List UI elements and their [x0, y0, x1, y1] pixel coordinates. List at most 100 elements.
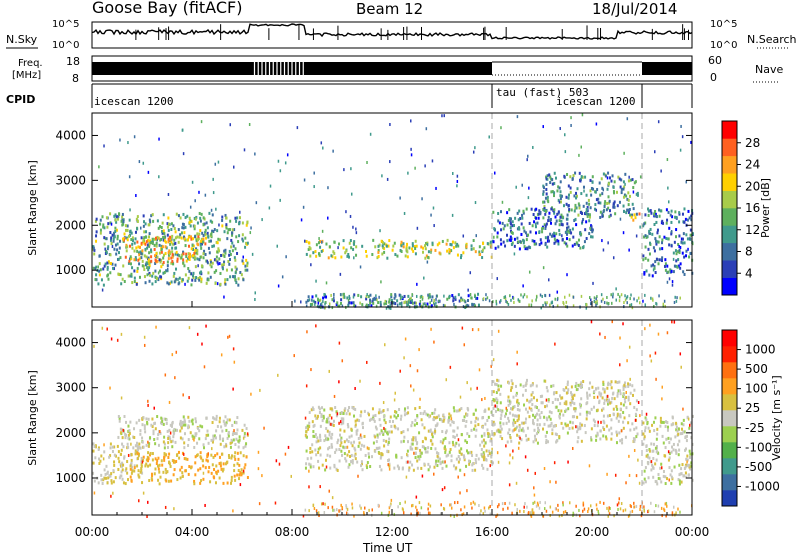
echo-cell — [128, 259, 131, 263]
echo-cell — [467, 451, 470, 455]
echo-cell — [414, 418, 417, 422]
echo-cell — [635, 435, 638, 439]
echo-cell — [415, 495, 418, 499]
echo-cell — [203, 365, 206, 369]
echo-cell — [528, 400, 531, 404]
echo-cell — [195, 251, 198, 255]
echo-cell — [517, 240, 520, 244]
echo-cell — [237, 240, 240, 244]
echo-cell — [549, 505, 552, 509]
echo-cell — [193, 445, 196, 449]
echo-cell — [416, 422, 419, 426]
echo-cell — [325, 436, 328, 440]
echo-cell — [482, 438, 485, 442]
echo-cell — [573, 242, 576, 246]
echo-cell — [492, 358, 495, 362]
echo-cell — [504, 295, 507, 299]
echo-cell — [227, 434, 230, 438]
echo-cell — [242, 454, 245, 458]
echo-cell — [148, 242, 151, 246]
echo-cell — [242, 471, 245, 475]
echo-cell — [495, 299, 497, 303]
echo-cell — [530, 511, 532, 515]
echo-cell — [455, 409, 458, 413]
echo-cell — [127, 478, 130, 482]
echo-cell — [441, 488, 444, 492]
echo-cell — [440, 503, 442, 507]
echo-cell — [101, 326, 104, 330]
echo-cell — [371, 455, 374, 459]
echo-cell — [623, 301, 625, 305]
echo-cell — [316, 416, 319, 420]
echo-cell — [396, 254, 399, 258]
echo-cell — [347, 440, 350, 444]
echo-cell — [427, 429, 430, 433]
echo-cell — [246, 221, 249, 225]
echo-cell — [556, 298, 559, 302]
echo-cell — [414, 456, 417, 460]
echo-cell — [656, 240, 659, 244]
echo-cell — [95, 273, 98, 277]
y-tick-label: 1000 — [55, 263, 86, 277]
echo-cell — [633, 297, 635, 301]
echo-cell — [660, 480, 663, 484]
echo-cell — [319, 245, 322, 249]
echo-cell — [94, 277, 97, 281]
echo-cell — [488, 135, 490, 139]
echo-cell — [240, 468, 243, 472]
echo-cell — [657, 472, 660, 476]
echo-cell — [341, 359, 344, 363]
echo-cell — [615, 298, 617, 302]
echo-cell — [399, 369, 401, 373]
echo-cell — [670, 450, 673, 454]
echo-cell — [116, 234, 119, 238]
echo-cell — [517, 414, 520, 418]
echo-cell — [645, 235, 648, 239]
echo-cell — [608, 215, 611, 219]
echo-cell — [323, 292, 326, 296]
echo-cell — [536, 412, 539, 416]
echo-cell — [332, 299, 335, 303]
nsky-tick-bottom: 10^0 — [52, 40, 79, 51]
echo-cell — [558, 228, 561, 232]
echo-cell — [324, 306, 326, 310]
echo-cell — [311, 298, 313, 302]
echo-cell — [588, 387, 591, 391]
echo-cell — [237, 439, 240, 443]
echo-cell — [602, 248, 605, 252]
echo-cell — [570, 398, 573, 402]
echo-cell — [129, 464, 132, 468]
echo-cell — [575, 194, 578, 198]
echo-cell — [313, 171, 315, 175]
echo-cell — [163, 417, 166, 421]
echo-cell — [210, 453, 213, 457]
echo-cell — [662, 441, 665, 445]
echo-cell — [151, 474, 154, 478]
echo-cell — [173, 280, 176, 284]
echo-cell — [136, 269, 139, 273]
echo-cell — [348, 450, 351, 454]
echo-cell — [95, 278, 98, 282]
echo-cell — [645, 454, 648, 458]
echo-cell — [481, 398, 483, 402]
echo-cell — [320, 306, 322, 310]
echo-cell — [402, 245, 405, 249]
echo-cell — [554, 176, 557, 180]
echo-cell — [127, 436, 130, 440]
cpid-segment-1: icescan 1200 — [94, 95, 173, 108]
echo-cell — [543, 379, 546, 383]
echo-cell — [229, 258, 232, 262]
echo-cell — [502, 422, 505, 426]
echo-cell — [590, 438, 593, 442]
echo-cell — [653, 304, 655, 308]
echo-cell — [670, 232, 673, 236]
echo-cell — [675, 228, 678, 232]
echo-cell — [553, 231, 556, 235]
echo-cell — [655, 302, 658, 306]
echo-cell — [516, 227, 519, 231]
echo-cell — [577, 243, 580, 247]
echo-cell — [607, 182, 610, 186]
echo-cell — [670, 209, 673, 213]
echo-cell — [448, 412, 451, 416]
echo-cell — [308, 425, 311, 429]
